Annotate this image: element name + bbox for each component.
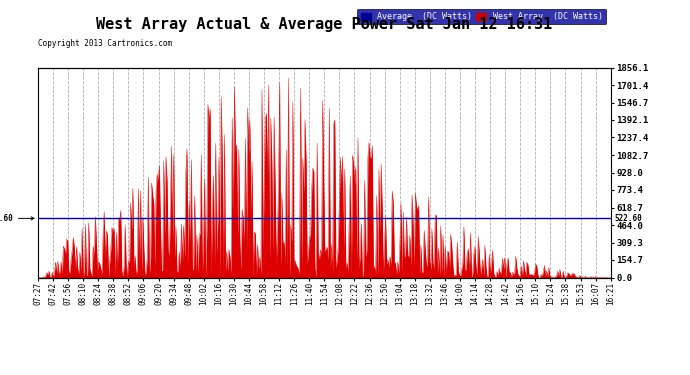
Text: Copyright 2013 Cartronics.com: Copyright 2013 Cartronics.com [38,39,172,48]
Text: West Array Actual & Average Power Sat Jan 12 16:31: West Array Actual & Average Power Sat Ja… [96,17,553,32]
Text: 522.60: 522.60 [615,214,642,223]
Legend: Average  (DC Watts), West Array  (DC Watts): Average (DC Watts), West Array (DC Watts… [357,9,607,24]
Text: 522.60: 522.60 [0,214,34,223]
